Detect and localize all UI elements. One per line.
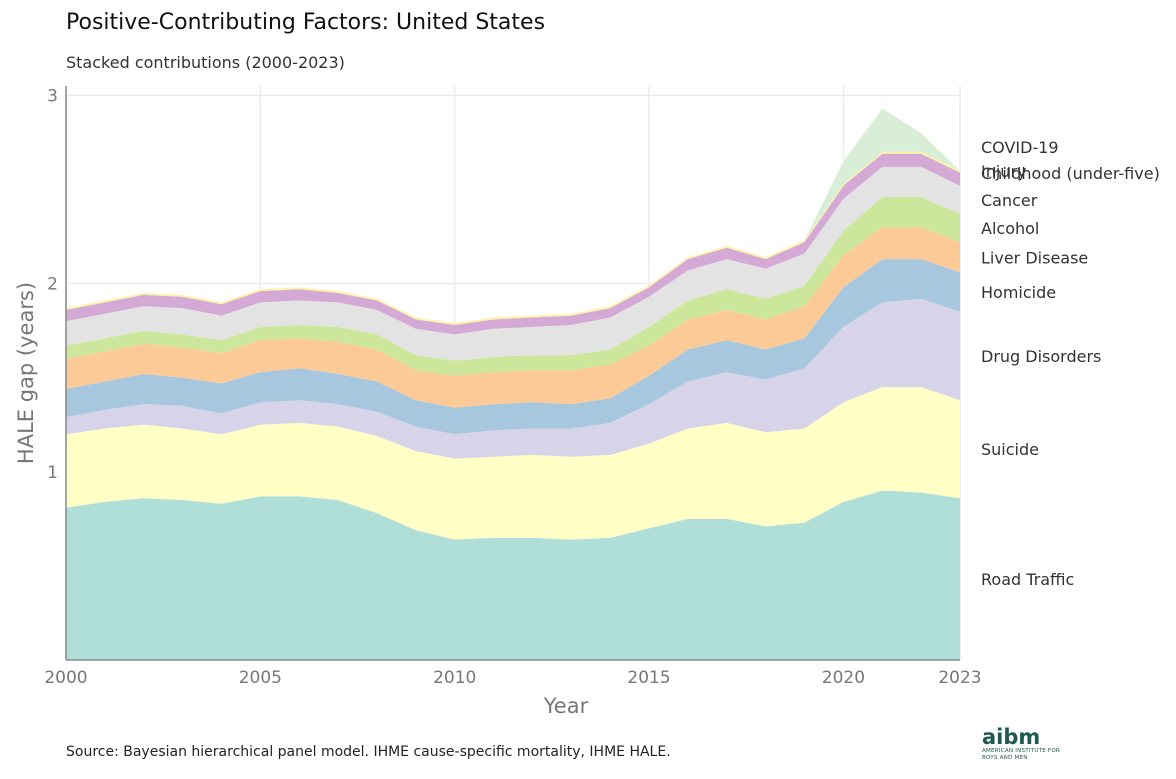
area-suicide bbox=[66, 387, 960, 540]
series-label: Drug Disorders bbox=[981, 347, 1101, 366]
x-tick-label: 2005 bbox=[239, 668, 282, 688]
aibm-logo: aibm AMERICAN INSTITUTE FOR BOYS AND MEN bbox=[982, 726, 1072, 768]
page-title: Positive-Contributing Factors: United St… bbox=[66, 10, 546, 35]
x-tick-label: 2020 bbox=[822, 668, 865, 688]
area-drug-disorders bbox=[66, 298, 960, 459]
stacked-area-chart: 2000 2005 2010 2015 2020 2023 1 2 3 Road Traffic… bbox=[14, 86, 1160, 718]
series-label: Suicide bbox=[981, 440, 1039, 459]
area-homicide bbox=[66, 259, 960, 435]
series-label: Childhood (under-five) bbox=[981, 164, 1160, 183]
y-axis-label: HALE gap (years) bbox=[14, 282, 38, 464]
series-labels: Road Traffic Suicide Drug Disorders Homicid… bbox=[981, 138, 1160, 589]
logo-subtext: AMERICAN INSTITUTE FOR BOYS AND MEN bbox=[982, 748, 1061, 761]
tick-labels: 2000 2005 2010 2015 2020 2023 1 2 3 bbox=[44, 86, 981, 688]
area-series bbox=[66, 108, 960, 660]
series-label: Liver Disease bbox=[981, 248, 1088, 267]
series-label: Injury bbox=[981, 162, 1027, 181]
x-tick-label: 2000 bbox=[44, 668, 87, 688]
y-tick-label: 2 bbox=[47, 275, 58, 295]
series-label: Alcohol bbox=[981, 219, 1039, 238]
y-tick-label: 1 bbox=[47, 463, 58, 483]
area-liver-disease bbox=[66, 227, 960, 408]
area-alcohol bbox=[66, 197, 960, 376]
series-label: Homicide bbox=[981, 283, 1056, 302]
area-road-traffic bbox=[66, 490, 960, 660]
series-label: Cancer bbox=[981, 191, 1038, 210]
x-tick-label: 2015 bbox=[627, 668, 670, 688]
source-note: Source: Bayesian hierarchical panel mode… bbox=[66, 744, 671, 760]
x-tick-label: 2023 bbox=[938, 668, 981, 688]
axes bbox=[65, 86, 960, 661]
series-label: COVID-19 bbox=[981, 138, 1059, 157]
x-tick-label: 2010 bbox=[433, 668, 476, 688]
series-label: Road Traffic bbox=[981, 570, 1074, 589]
page-subtitle: Stacked contributions (2000-2023) bbox=[66, 53, 345, 72]
y-tick-label: 3 bbox=[47, 86, 58, 106]
logo-wordmark: aibm bbox=[982, 725, 1041, 749]
area-cancer bbox=[66, 166, 960, 361]
area-childhood-under-five bbox=[66, 153, 960, 335]
area-covid-19 bbox=[66, 108, 960, 324]
x-axis-label: Year bbox=[543, 694, 589, 718]
